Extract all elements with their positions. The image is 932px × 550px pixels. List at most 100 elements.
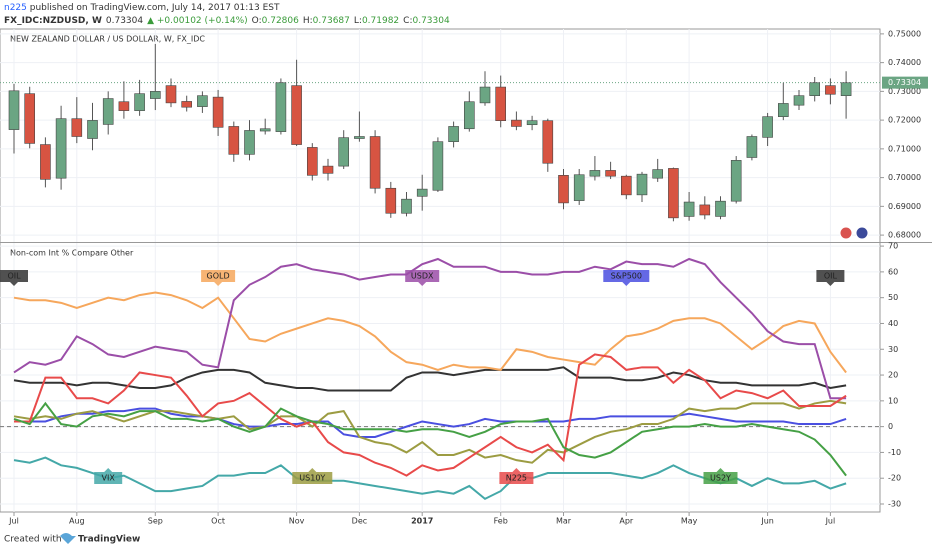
x-tick-label: Nov: [289, 517, 305, 526]
flag-shape: [0, 270, 28, 286]
candle-body: [730, 160, 742, 202]
flag-label: OIL: [824, 272, 838, 281]
candle-body: [71, 118, 83, 137]
y-tick-label: -10: [888, 448, 901, 457]
pane-title: NEW ZEALAND DOLLAR / US DOLLAR, W, FX_ID…: [10, 35, 205, 44]
y-tick-label: 40: [888, 319, 898, 328]
x-tick-label: Feb: [494, 517, 508, 526]
candle-body: [212, 96, 224, 128]
y-tick-label: 0.75000: [888, 29, 921, 38]
candle-body: [416, 188, 428, 197]
candle-body: [683, 201, 695, 217]
flag-label: OIL: [7, 272, 21, 281]
flag-label: S&P500: [611, 272, 642, 281]
y-tick-label: -20: [888, 474, 901, 483]
candle-body: [87, 120, 98, 139]
y-tick-label: 0.68000: [888, 231, 921, 240]
flag-shape: [816, 270, 845, 286]
flag-label: USDX: [411, 272, 434, 281]
candle-body: [526, 120, 538, 126]
candle-body: [840, 82, 852, 96]
candle-body: [715, 200, 726, 217]
candle-body: [275, 82, 287, 132]
candle-body: [102, 98, 114, 125]
flag-shape: [201, 270, 236, 286]
published: published on TradingView.com, July 14, 2…: [27, 3, 280, 13]
y-tick-label: -30: [888, 500, 901, 509]
candle-body: [165, 85, 177, 104]
candle-body: [197, 95, 208, 107]
candle-body: [746, 136, 758, 158]
candle-body: [542, 120, 554, 164]
tv-logo: [60, 533, 76, 544]
candle-body: [463, 101, 475, 130]
ohlc-value: 0.72806: [262, 16, 299, 26]
x-tick-label: May: [681, 517, 698, 526]
candle-body: [432, 141, 444, 191]
flag-label: N225: [506, 474, 527, 483]
series-line: [14, 407, 847, 438]
series-flag: OIL: [0, 270, 28, 286]
last-price-label: 0.73304: [888, 78, 921, 87]
flag-label: US2Y: [710, 474, 731, 483]
candle-body: [40, 144, 51, 180]
series-line: [13, 257, 847, 400]
y-tick-label: 0.74000: [888, 58, 921, 67]
x-tick-label: 2017: [411, 517, 433, 526]
ohlc-key: O:: [252, 16, 262, 26]
indicator-title: Non-com Int % Compare Other: [10, 249, 134, 258]
y-tick-label: 0.72000: [888, 116, 921, 125]
publisher: n225: [4, 3, 27, 13]
candle-body: [55, 118, 67, 179]
series-line: [13, 366, 847, 392]
candle-body: [589, 170, 601, 177]
series-flag: USDX: [405, 270, 440, 286]
y-tick-label: 0: [888, 422, 893, 431]
candle-body: [134, 93, 145, 111]
candle-body: [181, 101, 192, 108]
flag-label: VIX: [102, 474, 116, 483]
flag-shape: [94, 468, 123, 484]
candle-body: [338, 137, 350, 167]
candle-body: [495, 86, 507, 121]
x-tick-label: Jul: [825, 517, 836, 526]
flag-shape: [292, 468, 333, 484]
candle-body: [573, 174, 585, 201]
y-tick-label: 60: [888, 267, 898, 276]
symbol: FX_IDC:NZDUSD, W: [4, 16, 102, 26]
last: 0.73304: [106, 16, 143, 26]
candle-body: [291, 85, 302, 145]
y-tick-label: 70: [888, 242, 898, 251]
candle-body: [699, 204, 711, 216]
ohlc-value: 0.73687: [313, 16, 350, 26]
ohlc-key: L:: [354, 16, 362, 26]
ohlc-value: 0.73304: [412, 16, 449, 26]
y-tick-label: 0.69000: [888, 202, 921, 211]
series-flag: US10Y: [292, 468, 333, 484]
series-flag: N225: [499, 468, 534, 484]
candle-body: [620, 175, 632, 196]
ohlc-value: 0.71982: [362, 16, 399, 26]
flag-shape: [405, 270, 440, 286]
series-line: [13, 401, 847, 477]
candle-body: [825, 85, 836, 95]
last-price-badge: [882, 76, 928, 89]
x-tick-label: Jun: [760, 517, 774, 526]
series-line: [14, 353, 847, 477]
candle-body: [306, 147, 318, 176]
y-tick-label: 0.70000: [888, 173, 921, 182]
header-line: n225 published on TradingView.com, July …: [4, 3, 280, 13]
y-tick-label: 0.73000: [888, 87, 921, 96]
y-tick-label: 20: [888, 371, 898, 380]
candle-body: [479, 86, 491, 104]
candle-body: [24, 93, 36, 144]
candle-body: [809, 82, 821, 96]
flag-shape: [603, 270, 650, 286]
flag-shape: [703, 468, 738, 484]
candle-body: [636, 173, 648, 196]
candle-body: [793, 95, 805, 106]
candle-body: [354, 136, 365, 139]
candle-body: [448, 126, 459, 142]
